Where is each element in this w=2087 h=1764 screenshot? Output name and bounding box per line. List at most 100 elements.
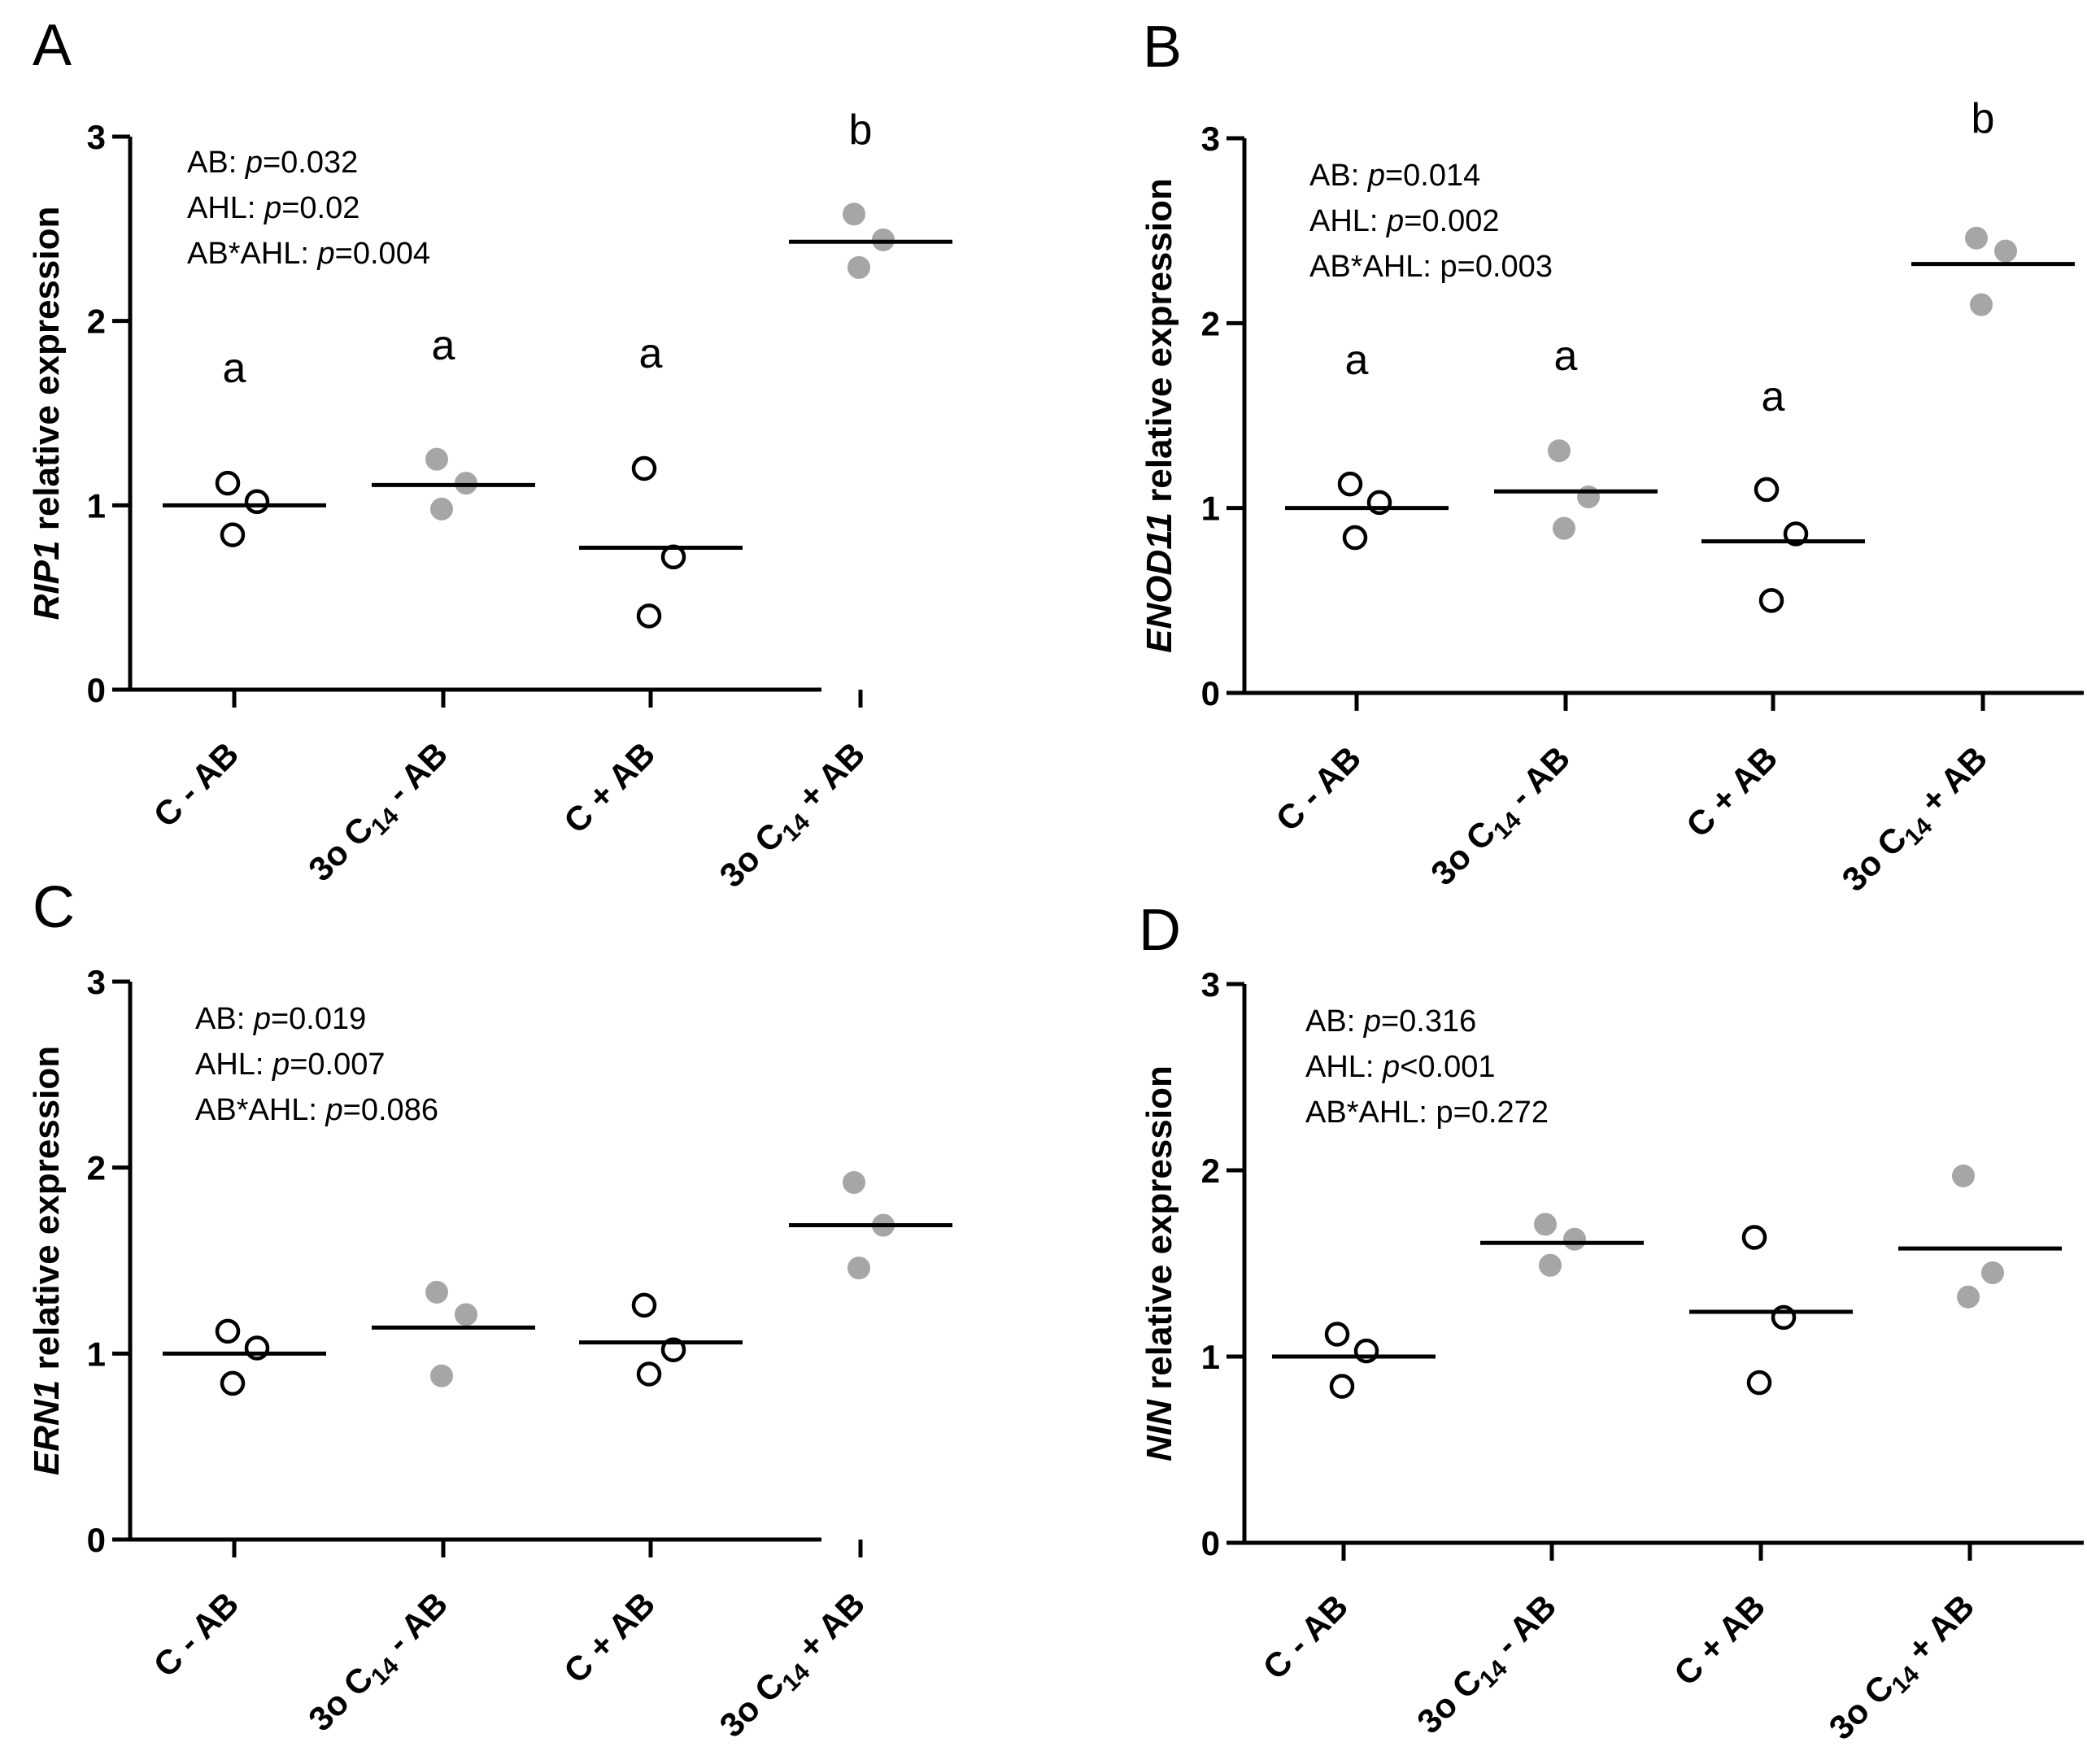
data-point-open — [1758, 588, 1784, 613]
y-tick-label: 0 — [87, 671, 106, 709]
y-tick-label: 0 — [87, 1521, 106, 1559]
panel-d: D 0 1 2 3 NIN relative expression AB: p=0.316 A… — [1139, 898, 2084, 1751]
data-point-open — [1342, 525, 1368, 551]
data-point-open — [660, 1337, 686, 1363]
x-category-label: C + AB — [1679, 738, 1784, 844]
data-point-open — [1746, 1370, 1772, 1396]
y-tick-label: 3 — [87, 118, 106, 156]
data-point-filled — [847, 1257, 870, 1280]
y-tick-label: 3 — [1201, 120, 1220, 158]
data-point-filled — [425, 1280, 448, 1304]
stat-annotation: AB: p=0.032 — [187, 146, 358, 180]
data-point-open — [220, 1370, 246, 1396]
data-point-filled — [847, 255, 870, 279]
y-axis-title: ENOD11 relative expression — [1139, 178, 1179, 653]
y-tick-label: 2 — [1201, 304, 1220, 342]
data-point-filled — [430, 1364, 453, 1387]
data-point-filled — [1957, 1285, 1980, 1309]
stat-annotation: AB*AHL: p=0.003 — [1309, 250, 1553, 284]
data-point-filled — [425, 447, 448, 471]
y-tick-label: 1 — [1201, 1338, 1220, 1376]
y-axis-title: RIP1 relative expression — [27, 207, 67, 621]
y-tick-label: 2 — [1201, 1152, 1220, 1190]
significance-letter: a — [1554, 333, 1578, 380]
x-category-label: C - AB — [1255, 1587, 1355, 1687]
panel-b: B 0 1 2 3 ENOD11 relative expression AB: p=0.0… — [1139, 15, 2084, 903]
significance-letter: a — [639, 330, 663, 377]
panel-c: C 0 1 2 3 ERN1 relative expression AB: p=0.019… — [27, 875, 952, 1749]
y-tick-label: 1 — [87, 1335, 106, 1373]
data-point-open — [631, 455, 657, 481]
significance-letter: a — [1345, 337, 1369, 384]
data-point-open — [631, 1292, 657, 1318]
x-category-label: 3o C14 + AB — [712, 1584, 877, 1749]
y-tick-label: 3 — [1201, 965, 1220, 1004]
data-point-filled — [1952, 1164, 1975, 1187]
data-point-filled — [1539, 1253, 1562, 1277]
data-point-open — [215, 1318, 241, 1344]
data-point-open — [636, 1361, 662, 1387]
x-category-label: 3o C14 + AB — [1822, 1587, 1986, 1751]
data-point-open — [1783, 521, 1809, 547]
significance-letter: b — [1972, 95, 1995, 142]
data-point-filled — [1970, 293, 1993, 316]
x-category-label: 3o C14 - AB — [301, 734, 460, 893]
data-point-open — [215, 470, 241, 496]
data-point-filled — [1553, 516, 1575, 540]
data-point-filled — [1981, 1261, 2004, 1284]
x-category-label: C - AB — [1268, 738, 1368, 838]
data-point-open — [244, 489, 270, 515]
stat-annotation: AB: p=0.019 — [195, 1002, 366, 1036]
significance-letter: a — [223, 345, 246, 392]
x-category-label: C - AB — [146, 734, 246, 834]
significance-letter: a — [1762, 373, 1785, 420]
x-category-label: C - AB — [146, 1584, 246, 1684]
data-point-filled — [455, 1303, 477, 1326]
y-axis-title: NIN relative expression — [1139, 1065, 1179, 1461]
stat-annotation: AB*AHL: p=0.272 — [1305, 1095, 1549, 1130]
panel-letter: A — [33, 13, 72, 78]
x-category-label: 3o C14 - AB — [1409, 1587, 1568, 1745]
data-point-open — [1329, 1374, 1355, 1399]
significance-letter: a — [432, 322, 455, 369]
stat-annotation: AB*AHL: p=0.004 — [187, 237, 430, 271]
x-category-label: C + AB — [556, 1584, 662, 1690]
data-point-filled — [1563, 1227, 1586, 1251]
panel-letter: B — [1143, 15, 1182, 80]
y-tick-label: 1 — [87, 486, 106, 525]
data-point-open — [1754, 477, 1780, 503]
stat-annotation: AB: p=0.316 — [1305, 1004, 1476, 1039]
data-point-open — [220, 522, 246, 547]
panel-a: A 0 1 2 3 RIP1 relative expression AB: p=0.032… — [27, 13, 952, 899]
stat-annotation: AHL: p=0.007 — [195, 1048, 385, 1082]
data-point-filled — [843, 1170, 865, 1194]
y-tick-label: 1 — [1201, 490, 1220, 528]
x-category-label: 3o C14 - AB — [1423, 738, 1582, 897]
stat-annotation: AHL: p=0.002 — [1309, 204, 1499, 238]
data-point-open — [636, 603, 662, 629]
x-category-label: C + AB — [556, 734, 662, 840]
y-tick-label: 3 — [87, 963, 106, 1001]
x-category-label: 3o C14 - AB — [301, 1584, 460, 1743]
x-category-label: C + AB — [1667, 1587, 1772, 1692]
x-category-label: 3o C14 + AB — [712, 734, 877, 899]
panel-letter: C — [33, 875, 75, 940]
significance-letter: b — [849, 107, 873, 154]
data-point-open — [1741, 1225, 1767, 1250]
data-point-filled — [1548, 439, 1571, 463]
y-tick-label: 0 — [1201, 674, 1220, 712]
stat-annotation: AB*AHL: p=0.086 — [195, 1093, 438, 1127]
data-point-open — [1324, 1322, 1350, 1347]
y-axis-title: ERN1 relative expression — [27, 1046, 67, 1475]
data-point-open — [1337, 471, 1363, 497]
data-point-filled — [843, 203, 865, 226]
data-point-filled — [1994, 239, 2017, 263]
stat-annotation: AHL: p=0.02 — [187, 191, 359, 225]
y-tick-label: 2 — [87, 303, 106, 341]
data-point-filled — [1965, 226, 1988, 250]
panel-letter: D — [1139, 898, 1181, 963]
data-point-filled — [1534, 1213, 1557, 1236]
stat-annotation: AB: p=0.014 — [1309, 159, 1480, 193]
x-category-label: 3o C14 + AB — [1835, 738, 1999, 903]
